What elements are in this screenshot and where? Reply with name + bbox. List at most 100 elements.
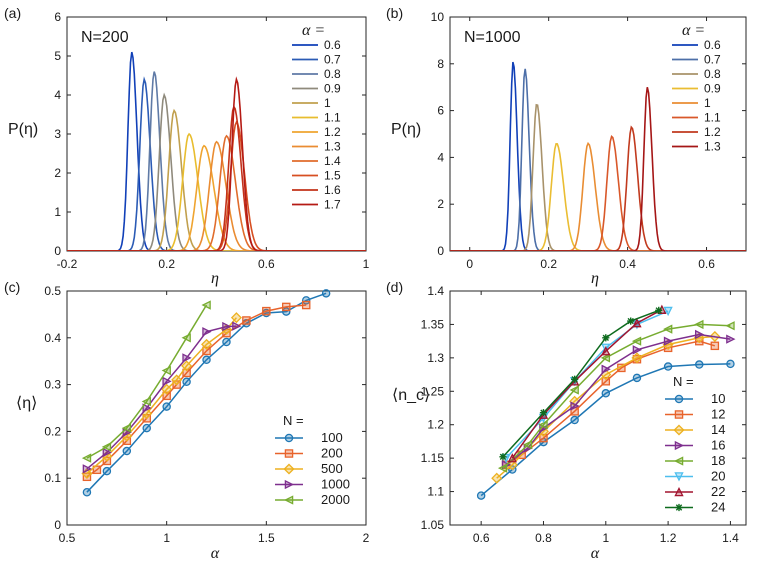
series-line-1.1 (450, 135, 746, 251)
y-tick-label: 0.2 (44, 424, 61, 438)
series-14 (491, 330, 721, 484)
data-point (507, 453, 517, 463)
data-point (321, 289, 331, 298)
series-line (502, 323, 731, 469)
y-tick-label: 10 (431, 10, 445, 24)
data-point (92, 465, 102, 475)
y-tick-label: 1.1 (427, 485, 444, 499)
x-axis-label: η (211, 270, 219, 287)
y-tick-label: 2 (437, 197, 444, 211)
data-point (102, 447, 112, 458)
data-point (282, 307, 291, 316)
y-tick-label: 1.35 (421, 317, 445, 331)
legend-entry: 1.6 (324, 183, 341, 197)
data-point (182, 353, 192, 363)
legend-entry: 200 (321, 446, 343, 461)
plot-frame (66, 290, 367, 526)
series-line-1.2 (67, 144, 366, 251)
data-point (663, 324, 673, 334)
data-point (663, 306, 673, 317)
y-tick-label: 2 (54, 166, 61, 180)
x-tick-label: 1.4 (722, 531, 739, 545)
x-tick-label: 0.8 (535, 531, 552, 545)
data-point (601, 364, 611, 374)
legend-title: α = (682, 22, 705, 39)
data-point (522, 440, 533, 450)
data-point (674, 410, 684, 419)
y-tick-label: 0 (437, 244, 444, 258)
data-point (663, 336, 674, 346)
legend-title: N = (673, 374, 694, 389)
series-line (86, 304, 208, 459)
y-axis-label: P(η) (391, 121, 421, 138)
data-point (182, 368, 191, 378)
series-line-1.4 (67, 134, 366, 251)
data-point (284, 449, 294, 458)
legend-entry: 0.6 (324, 38, 341, 52)
data-point (673, 456, 684, 466)
data-point (631, 336, 642, 346)
series-24 (499, 306, 663, 461)
x-tick-label: 1.5 (258, 531, 275, 545)
series-line (480, 363, 731, 497)
legend-entry: 1.1 (704, 111, 721, 125)
data-point (181, 333, 191, 343)
data-point (570, 401, 580, 411)
data-point (222, 321, 232, 332)
data-point (202, 346, 211, 356)
data-point (82, 487, 92, 497)
legend-entry: 1 (704, 96, 711, 110)
legend-entry: 1.5 (324, 169, 341, 183)
data-point (632, 318, 642, 328)
y-tick-label: 0 (54, 244, 61, 258)
legend-entry: 12 (711, 407, 725, 422)
x-tick-label: 0.6 (258, 257, 275, 271)
data-point (602, 334, 610, 342)
data-point (181, 360, 193, 372)
series-line (505, 310, 669, 459)
legend-entry: 1.2 (704, 125, 721, 139)
data-point (283, 495, 294, 505)
legend-entry: 0.8 (704, 67, 721, 81)
data-point (673, 424, 685, 436)
chart-panel-3: 0.6 0.8 1 1.2 1.4 1.05 1.1 1.15 1.2 1.25 1.3 1.35 1.… (392, 284, 747, 561)
y-tick-label: 0.1 (44, 471, 61, 485)
data-point (725, 321, 735, 331)
data-point (601, 377, 611, 386)
data-point (142, 403, 152, 413)
series-line (86, 325, 237, 470)
legend-entry: 16 (711, 438, 725, 453)
y-tick-label: 4 (437, 150, 444, 164)
data-point (122, 446, 132, 456)
series-lines (67, 51, 366, 251)
panel-label: (c) (4, 279, 20, 295)
data-point (569, 385, 579, 395)
data-point (82, 464, 92, 474)
legend-entry: 20 (711, 469, 725, 484)
data-point (232, 321, 242, 331)
legend-entry: 1000 (321, 477, 350, 492)
data-point (301, 300, 311, 310)
data-point (201, 300, 211, 310)
legend-title: α = (302, 22, 325, 39)
legend-entry: 1.4 (324, 154, 341, 168)
y-tick-label: 6 (54, 10, 61, 24)
y-tick-label: 0.3 (44, 378, 61, 392)
x-tick-label: 0.5 (59, 531, 76, 545)
y-axis-label: ⟨n_c⟩ (392, 387, 430, 404)
data-point (262, 306, 271, 316)
data-point (694, 319, 704, 330)
series-line (86, 317, 237, 475)
y-tick-label: 4 (54, 88, 61, 102)
y-tick-label: 1.05 (421, 518, 445, 532)
y-tick-label: 8 (437, 57, 444, 71)
legend-entry: 1.7 (324, 198, 341, 212)
data-point (601, 389, 611, 398)
data-point (161, 365, 171, 376)
data-point (301, 296, 311, 305)
x-axis-label: η (591, 270, 599, 287)
panel-label: (d) (386, 279, 403, 295)
data-point (570, 415, 579, 425)
y-axis-label: P(η) (8, 121, 38, 138)
